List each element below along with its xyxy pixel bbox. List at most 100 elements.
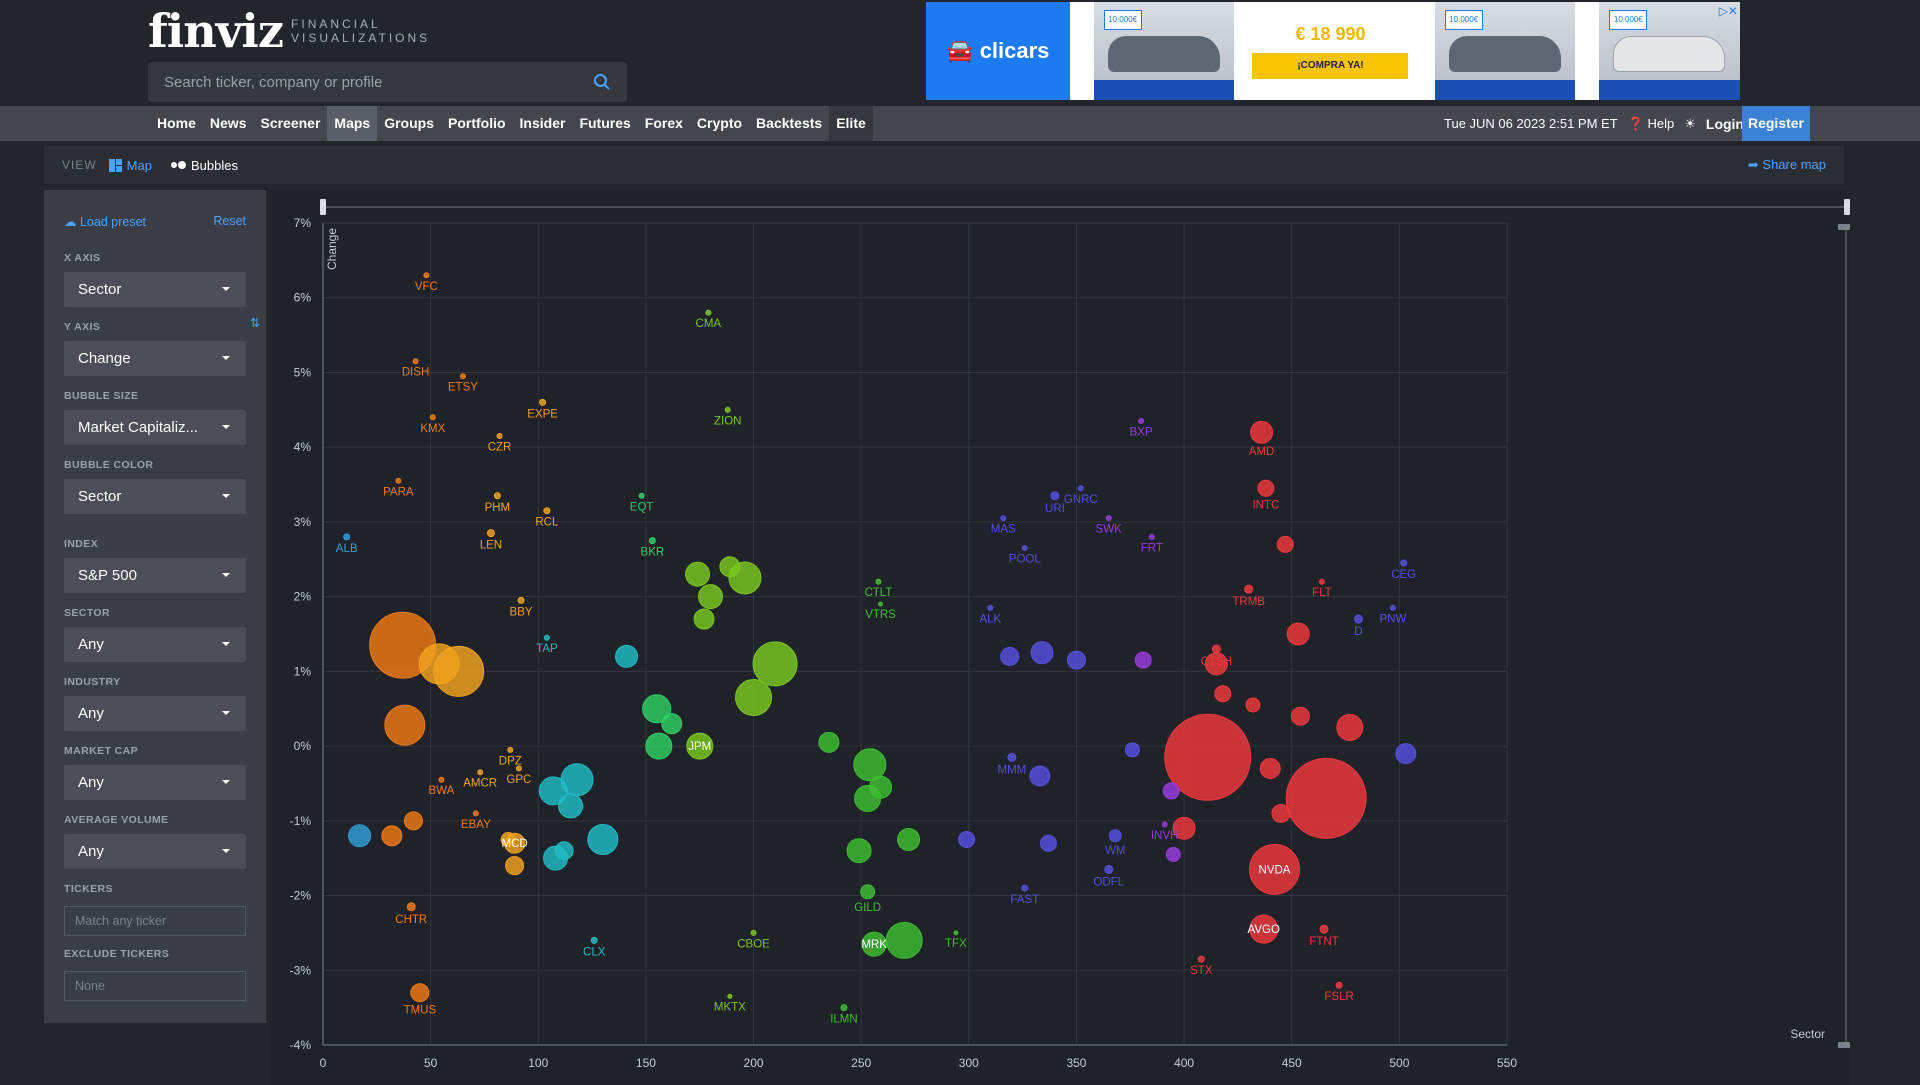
swap-axes-icon[interactable]: ⇅ [250, 316, 261, 330]
exclude-tickers-input[interactable]: None [64, 971, 246, 1001]
bubble[interactable] [505, 856, 525, 876]
bubble[interactable] [958, 831, 976, 848]
bubble[interactable] [348, 824, 372, 848]
nav-futures[interactable]: Futures [579, 115, 631, 131]
bubble-mrk[interactable] [861, 931, 887, 957]
bubble-avgo[interactable] [1249, 914, 1279, 944]
tickers-input[interactable]: Match any ticker [64, 906, 246, 936]
bubble[interactable] [1066, 650, 1086, 670]
bubble-mktx[interactable] [727, 993, 733, 999]
nav-screener[interactable]: Screener [260, 115, 321, 131]
bubble[interactable] [752, 641, 798, 687]
bubble-rcl[interactable] [543, 507, 551, 515]
bubble-invh[interactable] [1161, 821, 1168, 828]
bubble-ilmn[interactable] [840, 1004, 848, 1012]
bubble-jpm[interactable] [686, 732, 714, 760]
bubble-frt[interactable] [1148, 533, 1155, 540]
bubble-gpc[interactable] [515, 765, 522, 772]
bubble[interactable] [697, 584, 723, 610]
bubbles-layer[interactable] [343, 272, 1417, 1012]
nav-insider[interactable]: Insider [519, 115, 566, 131]
nav-portfolio[interactable]: Portfolio [448, 115, 506, 131]
bubble-stx[interactable] [1197, 955, 1205, 963]
bubble[interactable] [1039, 834, 1057, 852]
bubble-fast[interactable] [1021, 884, 1029, 892]
bubble-clx[interactable] [590, 936, 598, 944]
bubble-pnw[interactable] [1389, 604, 1396, 611]
bubble-chart-area[interactable]: 7% 6% 5% 4% 3% 2% 1% 0% -1% -2% -3% -4% 0 50 100 150 20… [270, 190, 1850, 1085]
bubble-chart[interactable]: 7% 6% 5% 4% 3% 2% 1% 0% -1% -2% -3% -4% 0 50 100 150 20… [270, 190, 1850, 1085]
bubble-kmx[interactable] [429, 414, 436, 421]
bubble-gild[interactable] [860, 884, 876, 900]
ad-close-icon[interactable]: ▷✕ [1718, 4, 1738, 18]
nav-home[interactable]: Home [157, 115, 196, 131]
share-map-link[interactable]: ➦ Share map [1748, 157, 1826, 173]
bubble-color-select[interactable]: Sector [64, 479, 246, 514]
bubble[interactable] [615, 644, 639, 668]
bubble[interactable] [1245, 697, 1261, 713]
bubble[interactable] [1124, 742, 1140, 758]
bubble[interactable] [869, 775, 893, 799]
bubble-len[interactable] [486, 529, 495, 538]
bubble[interactable] [735, 679, 773, 717]
bubble-bkr[interactable] [648, 537, 656, 545]
nav-elite[interactable]: Elite [829, 106, 873, 141]
bubble-dpz[interactable] [507, 746, 514, 753]
bubble[interactable] [693, 608, 715, 630]
nav-backtests[interactable]: Backtests [756, 115, 823, 131]
bubble[interactable] [1276, 535, 1294, 553]
bubble[interactable] [719, 556, 741, 578]
bubble[interactable] [1290, 706, 1310, 726]
bubble[interactable] [818, 731, 840, 753]
bubble-size-select[interactable]: Market Capitaliz... [64, 410, 246, 445]
bubble-wm[interactable] [1108, 829, 1122, 843]
bubble-alb[interactable] [343, 533, 351, 541]
market-cap-select[interactable]: Any [64, 765, 246, 800]
bubble[interactable] [500, 832, 516, 847]
bubble-tmus[interactable] [410, 983, 430, 1003]
bubble-d[interactable] [1353, 614, 1363, 624]
bubble-ebay[interactable] [472, 810, 479, 817]
bubble[interactable] [1395, 743, 1417, 765]
bubble-dish[interactable] [412, 358, 419, 365]
bubble-mmm[interactable] [1007, 752, 1017, 762]
bubble-cma[interactable] [705, 309, 712, 316]
bubble[interactable] [1165, 846, 1181, 862]
register-button[interactable]: Register [1742, 106, 1810, 141]
range-slider[interactable] [320, 199, 1850, 1048]
search-icon[interactable] [593, 73, 611, 91]
bubble-phm[interactable] [493, 492, 501, 500]
sector-select[interactable]: Any [64, 627, 246, 662]
login-link[interactable]: Login [1705, 115, 1744, 132]
bubble-tfx[interactable] [953, 930, 959, 936]
bubble-odfl[interactable] [1104, 864, 1114, 874]
bubble-ceg[interactable] [1400, 559, 1408, 567]
bubble[interactable] [1029, 765, 1051, 787]
bubble-amd[interactable] [1250, 420, 1274, 444]
bubble-ftnt[interactable] [1319, 924, 1329, 934]
bubble[interactable] [384, 704, 426, 746]
avg-volume-select[interactable]: Any [64, 834, 246, 869]
bubble-vtrs[interactable] [878, 601, 884, 607]
bubble-trmb[interactable] [1244, 584, 1254, 594]
industry-select[interactable]: Any [64, 696, 246, 731]
bubble[interactable] [645, 732, 673, 760]
logo[interactable]: finviz FINANCIAL VISUALIZATIONS [148, 8, 430, 54]
bubble[interactable] [1172, 816, 1196, 840]
bubble-zion[interactable] [724, 406, 731, 413]
bubble[interactable] [1271, 803, 1291, 823]
bubble[interactable] [846, 838, 872, 864]
bubble-chtr[interactable] [406, 902, 416, 912]
bubble-cboe[interactable] [750, 929, 757, 936]
bubble-amcr[interactable] [477, 769, 484, 776]
ad-cta-button[interactable]: ¡COMPRA YA! [1252, 52, 1409, 79]
index-select[interactable]: S&P 500 [64, 558, 246, 593]
bubble[interactable] [1214, 685, 1232, 703]
nav-groups[interactable]: Groups [384, 115, 434, 131]
bubble[interactable] [642, 694, 672, 724]
bubble[interactable] [1286, 622, 1310, 646]
bubble[interactable] [1336, 713, 1364, 741]
y-axis-select[interactable]: Change [64, 341, 246, 376]
bubble-swk[interactable] [1105, 515, 1112, 522]
bubble[interactable] [1134, 651, 1152, 669]
